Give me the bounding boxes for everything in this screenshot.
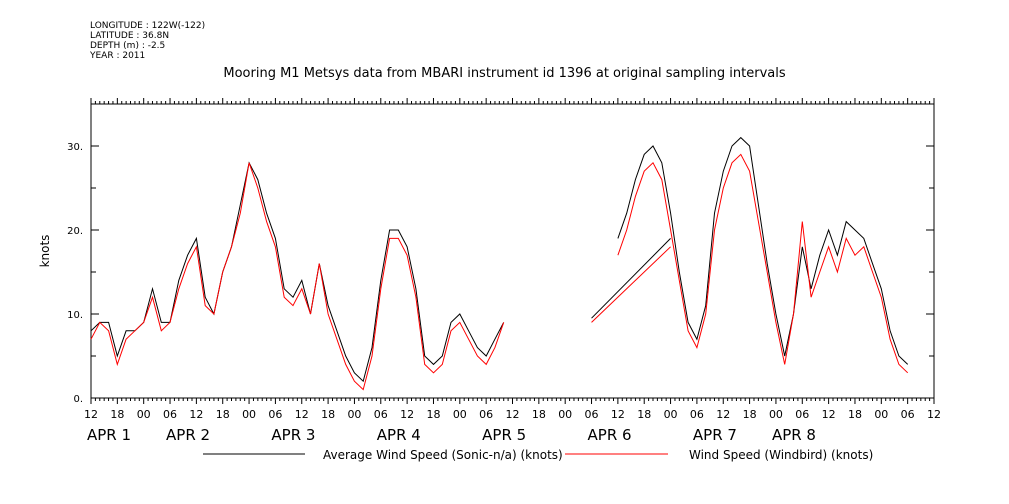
longitude-label: LONGITUDE : 122W(-122) <box>90 21 206 31</box>
x-tick-label: 12 <box>189 408 203 421</box>
x-tick-label: 12 <box>927 408 941 421</box>
metadata-block: LONGITUDE : 122W(-122) LATITUDE : 36.8N … <box>90 21 205 61</box>
legend-label-windbird: Wind Speed (Windbird) (knots) <box>689 448 873 462</box>
day-label: APR 1 <box>87 426 131 444</box>
x-tick-label: 18 <box>743 408 757 421</box>
depth-label: DEPTH (m) : -2.5 <box>90 41 166 51</box>
day-label: APR 6 <box>588 426 632 444</box>
chart-title: Mooring M1 Metsys data from MBARI instru… <box>223 66 786 81</box>
y-tick-label: 30. <box>67 142 83 153</box>
x-tick-label: 00 <box>347 408 361 421</box>
average-wind-speed-line-gap-bridge <box>591 238 671 319</box>
x-tick-label: 06 <box>901 408 915 421</box>
y-tick-label: 20. <box>67 226 83 237</box>
x-tick-label: 06 <box>268 408 282 421</box>
x-tick-label: 18 <box>321 408 335 421</box>
x-tick-label: 12 <box>611 408 625 421</box>
x-tick-label: 06 <box>479 408 493 421</box>
x-tick-label: 18 <box>426 408 440 421</box>
average-wind-speed-line <box>90 136 909 383</box>
x-tick-label: 12 <box>506 408 520 421</box>
x-tick-label: 12 <box>716 408 730 421</box>
windbird-wind-speed-line-gap-bridge <box>591 246 671 323</box>
x-tick-label: 12 <box>84 408 98 421</box>
x-tick-label: 12 <box>822 408 836 421</box>
x-tick-label: 12 <box>400 408 414 421</box>
year-label: YEAR : 2011 <box>90 51 146 61</box>
y-tick-label: 0. <box>73 394 83 405</box>
y-tick-label: 10. <box>67 310 83 321</box>
latitude-label: LATITUDE : 36.8N <box>90 31 170 41</box>
day-label: APR 2 <box>166 426 210 444</box>
x-tick-label: 00 <box>558 408 572 421</box>
x-tick-label: 06 <box>690 408 704 421</box>
x-tick-label: 00 <box>242 408 256 421</box>
plot-frame <box>90 103 935 399</box>
x-tick-label: 12 <box>295 408 309 421</box>
x-tick-label: 18 <box>110 408 124 421</box>
day-label: APR 5 <box>482 426 526 444</box>
x-tick-label: 06 <box>374 408 388 421</box>
x-tick-label: 00 <box>453 408 467 421</box>
windbird-wind-speed-line <box>90 153 909 391</box>
x-tick-label: 06 <box>163 408 177 421</box>
x-tick-label: 00 <box>664 408 678 421</box>
x-tick-label: 00 <box>137 408 151 421</box>
x-tick-label: 00 <box>769 408 783 421</box>
x-tick-label: 06 <box>795 408 809 421</box>
x-tick-label: 18 <box>216 408 230 421</box>
legend-label-average: Average Wind Speed (Sonic-n/a) (knots) <box>323 448 563 462</box>
x-tick-label: 18 <box>637 408 651 421</box>
x-tick-label: 00 <box>874 408 888 421</box>
day-label: APR 4 <box>377 426 421 444</box>
day-label: APR 8 <box>772 426 816 444</box>
y-axis-label: knots <box>38 235 52 268</box>
x-tick-label: 06 <box>585 408 599 421</box>
x-tick-label: 18 <box>848 408 862 421</box>
day-label: APR 7 <box>693 426 737 444</box>
x-tick-label: 18 <box>532 408 546 421</box>
day-label: APR 3 <box>271 426 315 444</box>
